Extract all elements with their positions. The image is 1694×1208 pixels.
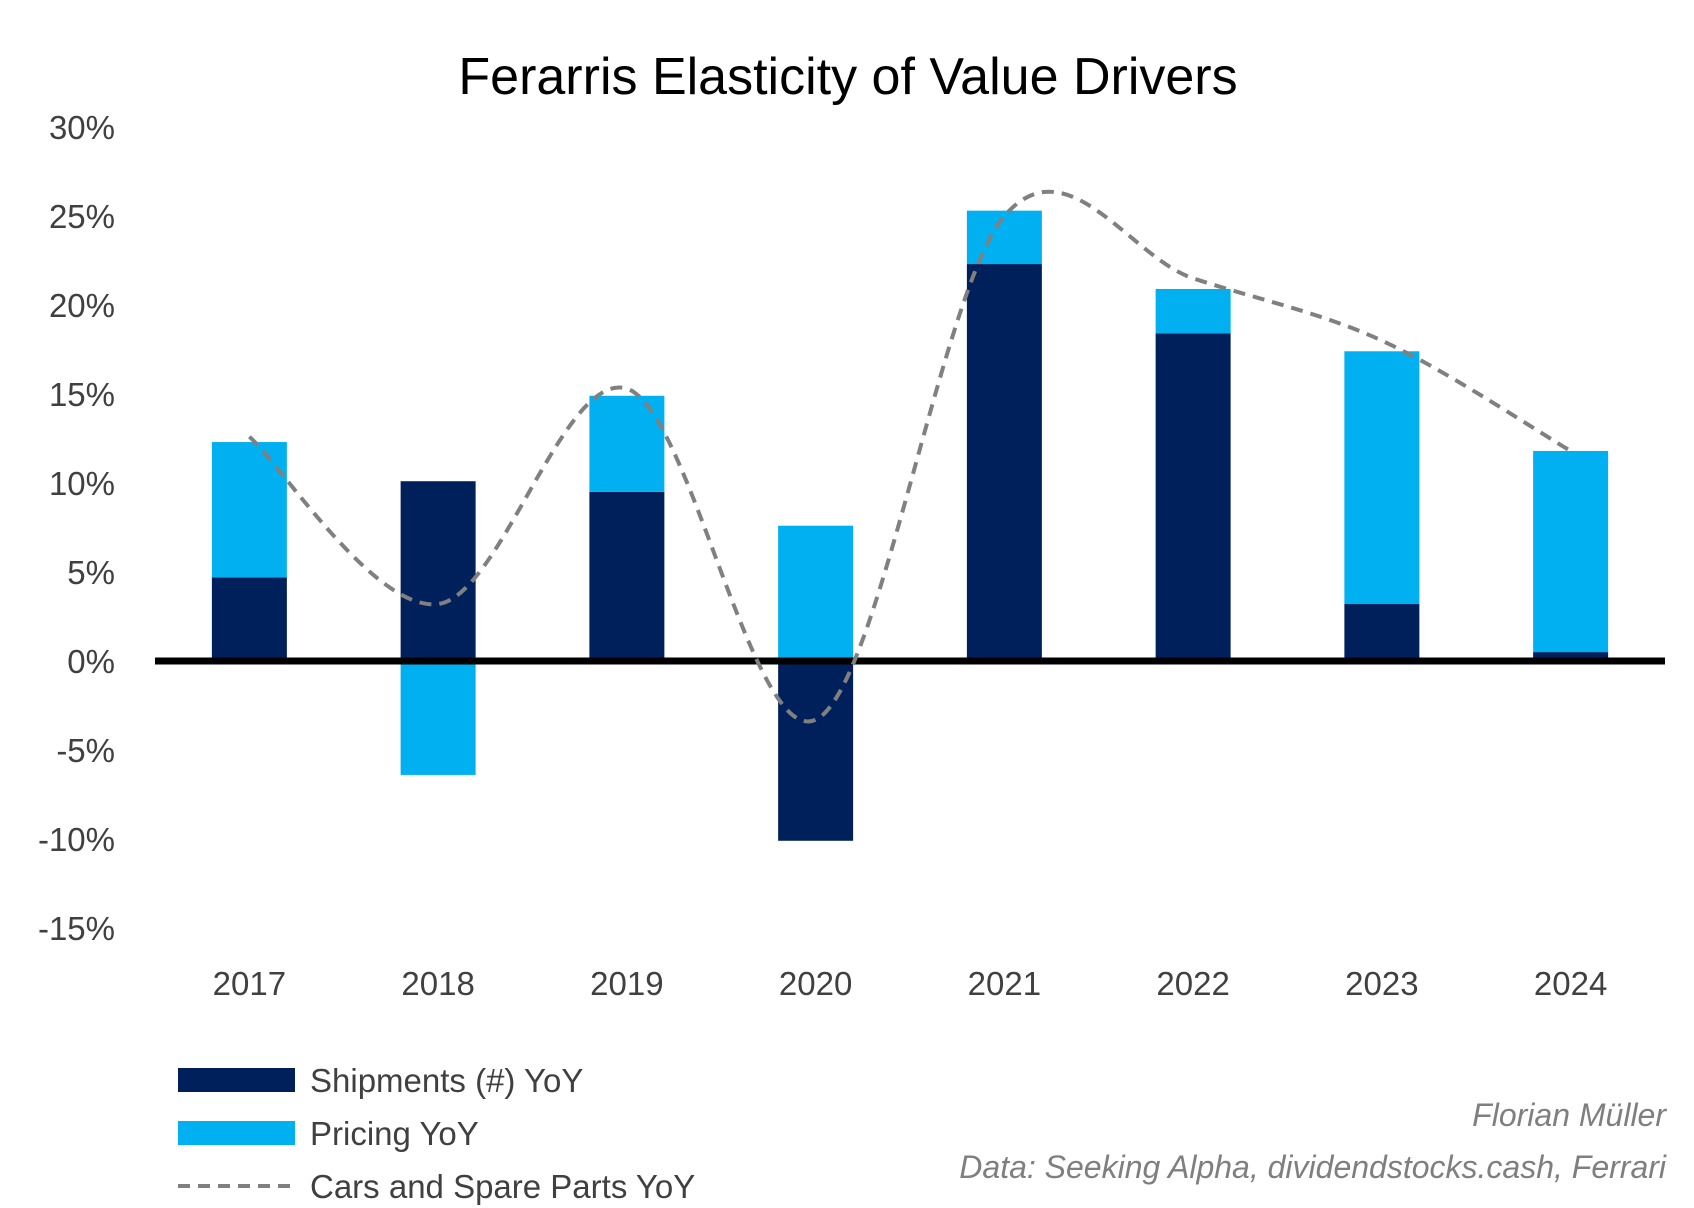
legend-swatch: [178, 1068, 295, 1092]
x-tick-label: 2020: [779, 965, 852, 1002]
y-tick-label: 15%: [49, 376, 115, 413]
legend-label: Pricing YoY: [310, 1115, 479, 1152]
x-tick-label: 2019: [590, 965, 663, 1002]
x-axis-ticks: 2017 2018 2019 2020 2021 2022 2023 2024: [213, 965, 1608, 1002]
bar-pricing-yoy-2023: [1344, 351, 1420, 605]
bar-shipments-yoy-2022: [1155, 333, 1231, 661]
x-tick-label: 2022: [1156, 965, 1229, 1002]
x-tick-label: 2017: [213, 965, 286, 1002]
y-tick-label: -5%: [56, 732, 115, 769]
series-line-cars-and-spare-parts: [248, 189, 1572, 724]
bar-shipments-yoy-2024: [1533, 652, 1609, 661]
y-tick-label: -10%: [38, 821, 115, 858]
x-tick-label: 2023: [1345, 965, 1418, 1002]
legend: Shipments (#) YoY Pricing YoY Cars and Spa…: [178, 1062, 695, 1205]
legend-label: Shipments (#) YoY: [310, 1062, 583, 1099]
x-tick-label: 2018: [401, 965, 474, 1002]
credit-author: Florian Müller: [1472, 1097, 1667, 1133]
credit-source: Data: Seeking Alpha, dividendstocks.cash…: [959, 1149, 1667, 1185]
y-tick-label: 10%: [49, 465, 115, 502]
bar-shipments-yoy-2019: [589, 491, 665, 661]
y-tick-label: 25%: [49, 198, 115, 235]
x-tick-label: 2024: [1534, 965, 1607, 1002]
legend-label: Cars and Spare Parts YoY: [310, 1168, 695, 1205]
chart-title: Ferarris Elasticity of Value Drivers: [458, 48, 1237, 106]
bars: [211, 210, 1609, 841]
y-tick-label: -15%: [38, 910, 115, 947]
bar-pricing-yoy-2021: [966, 210, 1042, 265]
bar-shipments-yoy-2020: [778, 661, 854, 841]
bar-pricing-yoy-2017: [211, 442, 287, 578]
legend-swatch: [178, 1121, 295, 1145]
bar-shipments-yoy-2023: [1344, 604, 1420, 661]
bar-shipments-yoy-2017: [211, 577, 287, 661]
bar-pricing-yoy-2024: [1533, 450, 1609, 653]
y-tick-label: 30%: [49, 109, 115, 146]
bar-shipments-yoy-2018: [400, 481, 476, 661]
y-axis-ticks: 30% 25% 20% 15% 10% 5% 0% -5% -10% -15%: [38, 109, 115, 947]
bar-pricing-yoy-2020: [778, 525, 854, 661]
bar-pricing-yoy-2018: [400, 661, 476, 775]
y-tick-label: 0%: [67, 643, 115, 680]
x-tick-label: 2021: [968, 965, 1041, 1002]
y-tick-label: 20%: [49, 287, 115, 324]
bar-pricing-yoy-2022: [1155, 288, 1231, 334]
y-tick-label: 5%: [67, 554, 115, 591]
bar-shipments-yoy-2021: [966, 264, 1042, 661]
